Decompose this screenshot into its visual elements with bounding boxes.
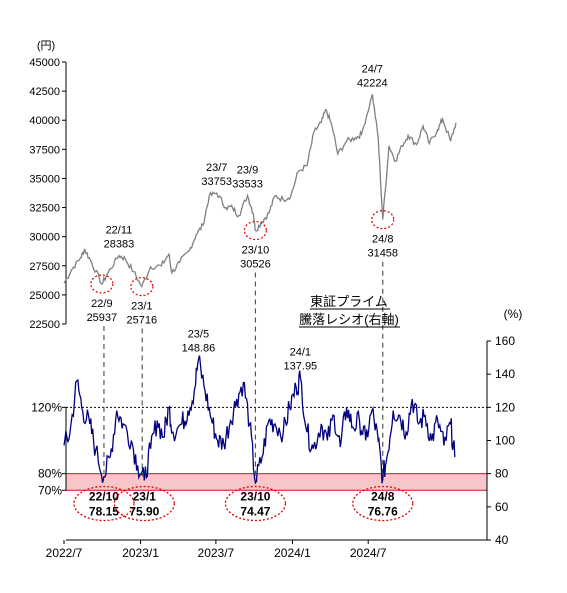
ratio-unit-label: (%) [504, 307, 523, 321]
price-y-tick-label: 40000 [29, 115, 60, 127]
ratio-annotation-circle [113, 485, 175, 522]
price-y-tick-label: 37500 [29, 144, 60, 156]
price-annotation-period: 23/9 [237, 165, 258, 177]
price-annotation-period: 23/1 [131, 301, 152, 313]
price-annotation-circle [243, 220, 268, 241]
ratio-annotation-circle [352, 485, 414, 522]
price-annotation-period: 24/7 [362, 63, 383, 75]
ratio-y-tick-label: 80 [495, 467, 509, 481]
price-y-tick-label: 27500 [29, 261, 60, 273]
bottom-connectors [103, 261, 384, 479]
x-tick-labels: 2022/7 2023/1 2023/7 2024/1 2024/7 [46, 546, 387, 560]
price-y-axis [62, 61, 67, 325]
ratio-annotation-period: 24/8 [371, 490, 395, 504]
price-panel: (円) 45000 42500 40000 37500 35000 32500 30000 2… [29, 40, 457, 331]
ratio-title-line2: 騰落レシオ(右軸) [299, 312, 399, 327]
price-annotation-circle [130, 276, 154, 297]
ratio-title-line1: 東証プライム [310, 294, 388, 309]
ratio-annotation-value: 137.95 [284, 361, 318, 373]
price-annotations: 22/9 25937 22/11 28383 23/1 25716 23/7 33753 23/… [87, 63, 398, 326]
ratio-left-label: 80% [38, 467, 62, 481]
ratio-y-tick-label: 120 [495, 400, 515, 414]
x-tick-label: 2023/7 [198, 546, 235, 560]
price-annotation-circle [371, 210, 395, 230]
ratio-y-tick-label: 140 [495, 367, 515, 381]
price-y-tick-label: 42500 [29, 86, 60, 98]
price-annotation-value: 30526 [240, 259, 271, 271]
oversold-band [65, 473, 488, 491]
ratio-y-tick-label: 160 [495, 334, 515, 348]
price-y-tick-label: 45000 [29, 57, 60, 69]
price-annotation-value: 25937 [87, 312, 118, 324]
price-annotation-value: 25716 [127, 315, 158, 327]
price-annotation-value: 28383 [104, 238, 135, 250]
price-y-tick-label: 30000 [29, 232, 60, 244]
ratio-annotation-period: 23/10 [240, 490, 270, 504]
ratio-annotation-circle [224, 485, 287, 522]
price-annotation-period: 23/7 [206, 162, 227, 174]
ratio-annotation-period: 23/1 [133, 490, 157, 504]
ratio-y-axis [62, 340, 491, 544]
ratio-annotation-value: 74.47 [240, 505, 270, 519]
price-annotation-period: 22/9 [91, 298, 112, 310]
ratio-line [63, 355, 456, 485]
ratio-annotation-period: 23/5 [188, 328, 209, 340]
price-annotation-period: 24/8 [372, 234, 393, 246]
price-annotation-circle [90, 274, 114, 294]
ratio-annotation-period: 22/10 [89, 490, 119, 504]
price-annotation-period: 23/10 [242, 245, 270, 257]
price-y-tick-label: 35000 [29, 173, 60, 185]
price-y-tick-label: 32500 [29, 203, 60, 215]
ratio-panel: 160 140 120 100 80 60 40 120% 80% 70% 2022/7 2023… [31, 261, 523, 560]
ratio-left-label: 70% [38, 483, 62, 497]
price-y-tick-label: 22500 [29, 319, 60, 331]
x-tick-label: 2024/7 [350, 546, 387, 560]
ratio-y-tick-label: 60 [495, 500, 509, 514]
price-annotation-value: 33533 [232, 179, 263, 191]
ratio-annotation-value: 76.76 [368, 505, 398, 519]
price-y-tick-labels: 45000 42500 40000 37500 35000 32500 30000 27500… [29, 57, 60, 331]
price-annotation-period: 22/11 [106, 224, 133, 236]
ratio-annotation-value: 75.90 [129, 505, 159, 519]
price-line [63, 94, 457, 289]
ratio-left-labels: 120% 80% 70% [31, 400, 62, 497]
ratio-annotation-value: 148.86 [182, 342, 216, 354]
price-y-tick-label: 25000 [29, 290, 60, 302]
ratio-y-tick-label: 100 [495, 434, 515, 448]
ratio-left-label: 120% [31, 400, 62, 414]
price-unit-label: (円) [37, 40, 55, 52]
price-annotation-value: 42224 [357, 77, 388, 89]
x-tick-label: 2022/7 [46, 546, 83, 560]
ratio-annotation-circle [73, 485, 135, 522]
x-tick-label: 2024/1 [274, 546, 311, 560]
x-tick-label: 2023/1 [122, 546, 159, 560]
ratio-annotation-period: 24/1 [290, 347, 311, 359]
ratio-annotation-value: 78.15 [89, 505, 119, 519]
price-annotation-value: 33753 [201, 176, 232, 188]
ratio-y-tick-label: 40 [495, 533, 509, 547]
ratio-y-tick-labels: 160 140 120 100 80 60 40 [495, 334, 515, 547]
price-annotation-value: 31458 [367, 248, 398, 260]
